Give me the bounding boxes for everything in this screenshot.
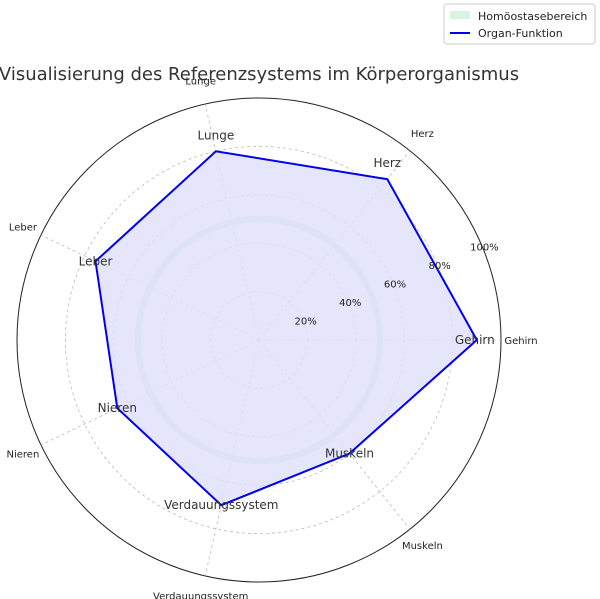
point-label: Lunge (198, 128, 235, 142)
radial-tick-label: 100% (470, 243, 499, 254)
chart-title: Visualisierung des Referenzsystems im Kö… (0, 64, 519, 85)
legend-swatch-band (450, 11, 470, 19)
point-labels: Gehirn Herz Lunge Leber Nieren Verdauungssyst… (79, 128, 495, 512)
category-axis-label: Leber (9, 222, 38, 233)
category-axis-label: Nieren (7, 450, 40, 461)
radial-tick-label: 80% (429, 261, 451, 272)
point-label: Leber (79, 254, 113, 268)
series-line (94, 150, 479, 507)
radial-tick-label: 40% (339, 298, 361, 309)
series-area (95, 151, 477, 506)
point-label: Verdauungssystem (164, 498, 278, 512)
category-axis-label: Muskeln (402, 541, 443, 552)
category-axis-label: Herz (411, 129, 434, 140)
legend-label-series: Organ-Funktion (478, 27, 563, 40)
radial-tick-label: 20% (294, 317, 316, 328)
legend-frame (443, 3, 596, 45)
point-label: Gehirn (455, 333, 495, 347)
category-axis-label: Gehirn (504, 336, 537, 347)
series-layer (94, 150, 479, 507)
point-label: Herz (373, 156, 401, 170)
category-axis-label: Lunge (185, 77, 216, 88)
category-axis-labels: Gehirn Herz Lunge Leber Nieren Verdauungssyst… (7, 77, 538, 599)
point-label: Nieren (98, 401, 137, 415)
point-label: Muskeln (325, 447, 374, 461)
legend: Homöostasebereich Organ-Funktion (443, 3, 596, 45)
category-axis-label: Verdauungssystem (153, 591, 248, 599)
radial-tick-labels: 20% 40% 60% 80% 100% (294, 243, 498, 328)
radial-tick-label: 60% (384, 280, 406, 291)
legend-label-band: Homöostasebereich (478, 10, 587, 23)
